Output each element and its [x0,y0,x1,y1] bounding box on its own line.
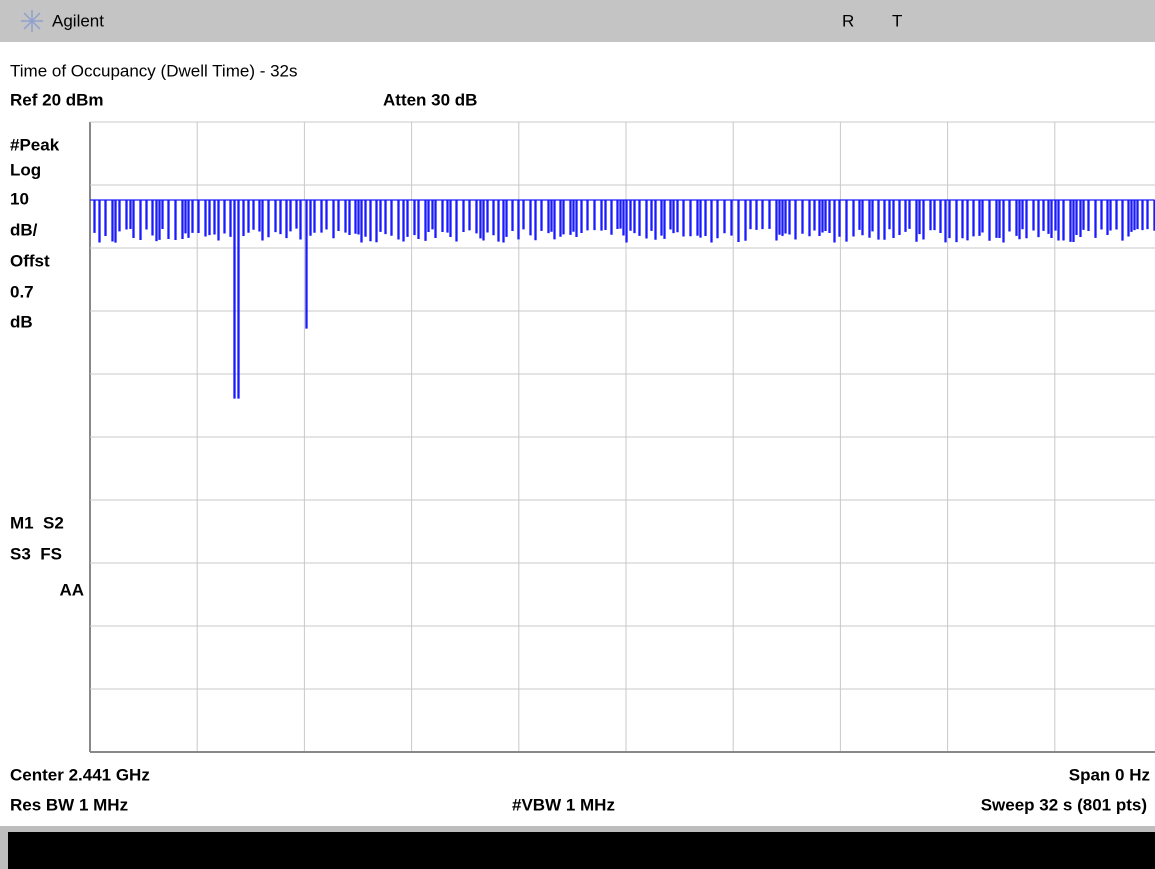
side-label: Offst [10,251,50,270]
status-label: M1 S2 [10,513,64,532]
trace [90,199,1155,399]
span: Span 0 Hz [1069,765,1150,784]
attenuation: Atten 30 dB [383,90,477,109]
sweep: Sweep 32 s (801 pts) [981,795,1147,814]
ref-level: Ref 20 dBm [10,90,104,109]
status-label: S3 FS [10,544,62,563]
graticule [89,121,1155,753]
vbw: #VBW 1 MHz [512,795,615,814]
status-t: T [892,11,902,30]
side-label: 0.7 [10,282,34,301]
res-bw: Res BW 1 MHz [10,795,128,814]
status-label: AA [59,580,84,599]
top-bar [0,0,1155,42]
side-label: dB [10,312,33,331]
logo [21,10,43,32]
softkey-bar [8,832,1155,869]
side-label: 10 [10,189,29,208]
side-label: #Peak [10,135,60,154]
center-freq: Center 2.441 GHz [10,765,150,784]
side-labels: #Peak Log 10 dB/Offst 0.7 dB M1 S2 S3 FS AA [10,135,84,599]
side-label: dB/ [10,220,38,239]
brand: Agilent [52,11,104,30]
side-label: Log [10,160,41,179]
status-r: R [842,11,854,30]
screen-title: Time of Occupancy (Dwell Time) - 32s [10,61,298,80]
